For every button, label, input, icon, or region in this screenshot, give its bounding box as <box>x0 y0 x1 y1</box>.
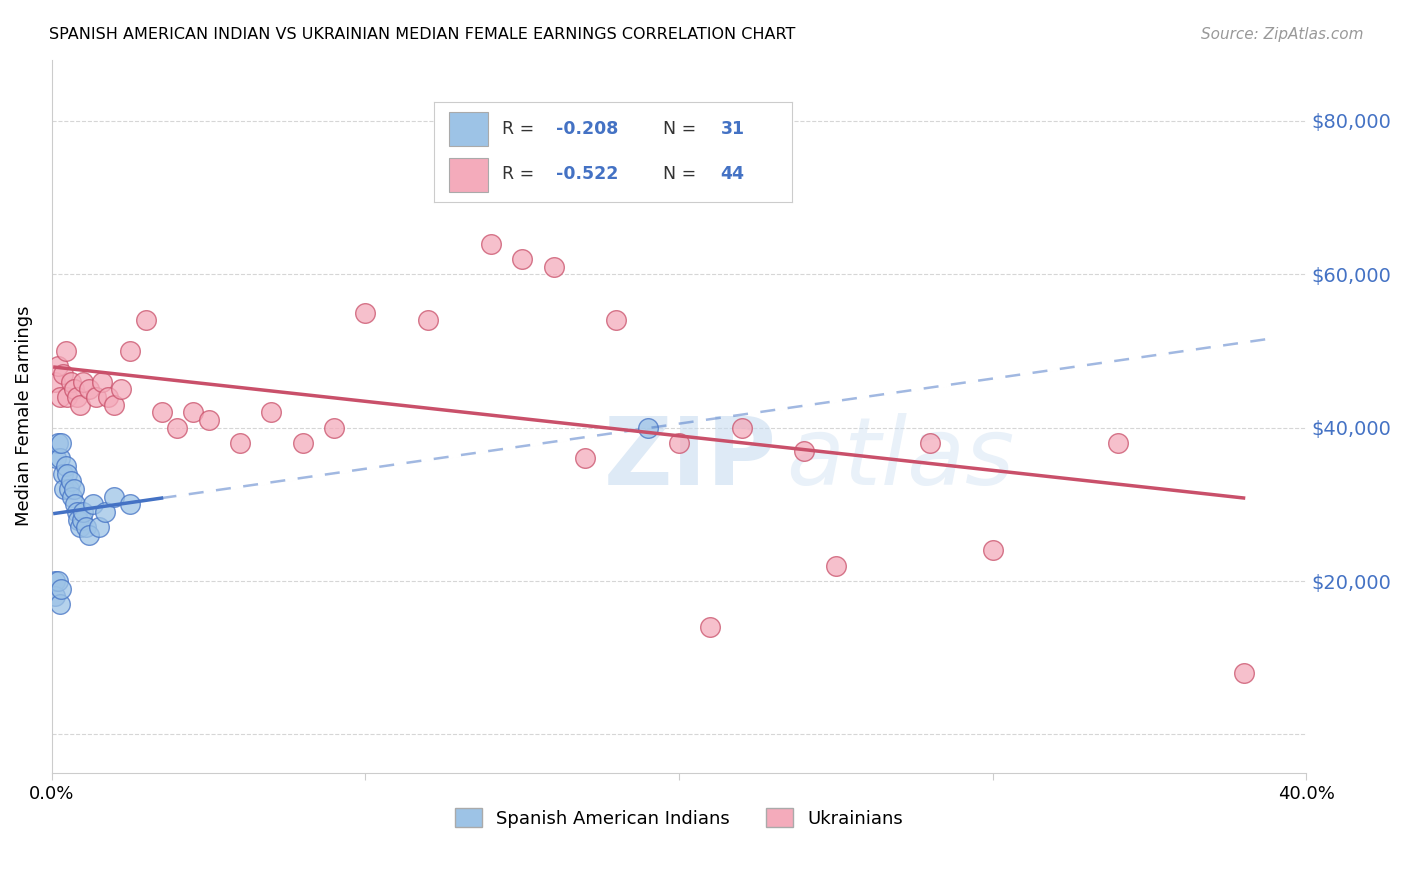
Point <box>87 520 110 534</box>
Point <box>510 252 533 266</box>
Point <box>94 505 117 519</box>
Point <box>135 313 157 327</box>
Point <box>49 582 72 596</box>
Point <box>354 306 377 320</box>
Point <box>291 436 314 450</box>
Point <box>574 451 596 466</box>
Point <box>84 390 107 404</box>
Point <box>543 260 565 274</box>
Point <box>323 420 346 434</box>
Point <box>60 490 83 504</box>
Point <box>46 359 69 374</box>
Point <box>416 313 439 327</box>
Point <box>55 458 77 473</box>
Point <box>120 497 142 511</box>
Point <box>793 443 815 458</box>
Point <box>260 405 283 419</box>
Point <box>48 597 70 611</box>
Point <box>90 375 112 389</box>
Point <box>59 475 82 489</box>
Point <box>72 375 94 389</box>
Point <box>731 420 754 434</box>
Point <box>59 375 82 389</box>
Point <box>46 574 69 588</box>
Point <box>699 620 721 634</box>
Point <box>45 451 67 466</box>
Point <box>120 343 142 358</box>
Point <box>166 420 188 434</box>
Point <box>62 382 84 396</box>
Point <box>65 497 87 511</box>
Point <box>181 405 204 419</box>
Point <box>44 375 66 389</box>
Point <box>479 236 502 251</box>
Point <box>48 451 70 466</box>
Point <box>668 436 690 450</box>
Point <box>72 505 94 519</box>
Text: ZIP: ZIP <box>603 413 776 505</box>
Point <box>69 398 91 412</box>
Point <box>66 390 89 404</box>
Point <box>637 420 659 434</box>
Point <box>103 490 125 504</box>
Point <box>824 558 846 573</box>
Text: SPANISH AMERICAN INDIAN VS UKRAINIAN MEDIAN FEMALE EARNINGS CORRELATION CHART: SPANISH AMERICAN INDIAN VS UKRAINIAN MED… <box>49 27 796 42</box>
Point <box>150 405 173 419</box>
Point <box>103 398 125 412</box>
Point <box>1107 436 1129 450</box>
Point <box>58 482 80 496</box>
Point <box>55 343 77 358</box>
Point <box>197 413 219 427</box>
Text: atlas: atlas <box>786 414 1014 505</box>
Point <box>79 382 101 396</box>
Point <box>52 367 75 381</box>
Point <box>46 436 69 450</box>
Y-axis label: Median Female Earnings: Median Female Earnings <box>15 306 32 526</box>
Point <box>97 390 120 404</box>
Point <box>637 168 659 182</box>
Point <box>67 513 90 527</box>
Point <box>52 467 75 481</box>
Point <box>44 590 66 604</box>
Point <box>918 436 941 450</box>
Text: Source: ZipAtlas.com: Source: ZipAtlas.com <box>1201 27 1364 42</box>
Point <box>70 513 93 527</box>
Point <box>69 520 91 534</box>
Legend: Spanish American Indians, Ukrainians: Spanish American Indians, Ukrainians <box>447 801 911 835</box>
Point <box>1232 666 1254 681</box>
Point <box>48 390 70 404</box>
Point <box>110 382 132 396</box>
Point <box>605 313 627 327</box>
Point <box>49 436 72 450</box>
Point <box>981 543 1004 558</box>
Point <box>229 436 252 450</box>
Point <box>66 505 89 519</box>
Point <box>56 390 79 404</box>
Point <box>56 467 79 481</box>
Point <box>44 574 66 588</box>
Point <box>53 482 76 496</box>
Point <box>62 482 84 496</box>
Point <box>79 528 101 542</box>
Point <box>82 497 104 511</box>
Point <box>75 520 97 534</box>
